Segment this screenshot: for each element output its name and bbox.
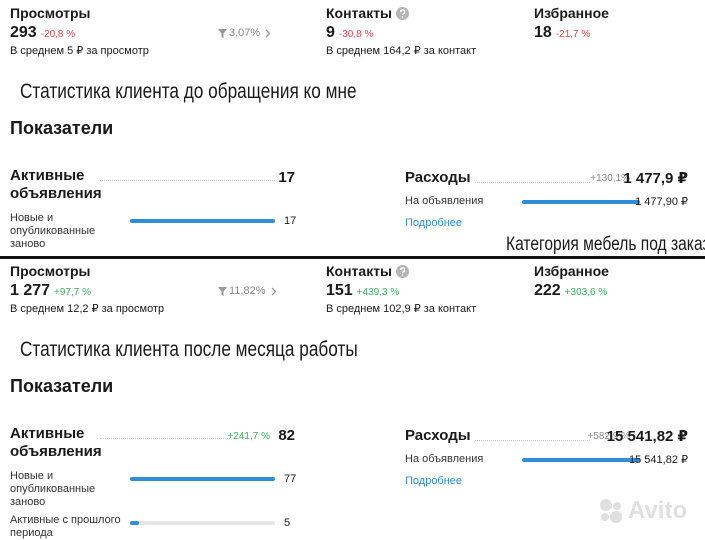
bar-value: 77 (284, 473, 297, 485)
bar (130, 521, 140, 525)
stat-change: +303,6 % (564, 287, 608, 298)
category-note: Категория мебель под заказ (506, 234, 705, 255)
caption: Статистика клиента после месяца работы (20, 338, 358, 361)
row-label: Новые и опубликованные заново (10, 212, 96, 250)
stat-note: В среднем 102,9 ₽ за контакт (326, 303, 477, 315)
details-link[interactable]: Подробнее (405, 217, 463, 229)
stat-change: +97,7 % (54, 287, 92, 298)
stat-value-row: 293 -20,8 % (10, 24, 75, 42)
stat-title: Контакты (326, 263, 410, 279)
caption: Статистика клиента до обращения ко мне (20, 80, 357, 103)
panel-title: Расходы (405, 169, 471, 186)
row-label: Активные с прошлого периода (10, 514, 121, 539)
bar-track (130, 521, 275, 525)
stat-title-text: Контакты (326, 5, 393, 21)
row-label: На объявления (405, 453, 484, 465)
filter-icon (218, 28, 227, 38)
panel-value: 17 (278, 169, 295, 186)
watermark: Avito (598, 497, 687, 525)
stat-value: 151 (326, 282, 353, 299)
bar-value: 5 (284, 517, 291, 529)
panel-value: 82 (278, 427, 295, 444)
filter-chip[interactable]: 3,07% (218, 27, 271, 39)
leader-dots (100, 438, 230, 439)
stat-title: Избранное (534, 263, 609, 279)
filter-chip[interactable]: 11,82% (218, 285, 277, 297)
filter-value: 3,07% (229, 27, 261, 39)
stat-change: -21,7 % (555, 29, 591, 40)
watermark-logo (600, 499, 622, 523)
stat-title-text: Избранное (534, 5, 609, 21)
panel-title: Расходы (405, 427, 471, 444)
stat-value-row: 151 +439,3 % (326, 282, 399, 300)
stat-value-row: 18 -21,7 % (534, 24, 590, 42)
bar (130, 477, 275, 481)
stat-value: 293 (10, 24, 37, 41)
stat-title-text: Просмотры (10, 263, 91, 279)
stat-title: Избранное (534, 5, 609, 21)
stat-value: 222 (534, 282, 561, 299)
watermark-text: Avito (628, 497, 688, 524)
stat-title-text: Просмотры (10, 5, 91, 21)
stat-change: +439,3 % (356, 287, 400, 298)
bar-value: 1 477,90 ₽ (635, 196, 688, 208)
stat-change: -20,8 % (40, 29, 76, 40)
row-label: Новые и опубликованные заново (10, 470, 96, 508)
stat-note: В среднем 5 ₽ за просмотр (10, 45, 149, 57)
panel-title: Активные объявления (10, 425, 102, 460)
bar (130, 219, 275, 223)
stat-value: 18 (534, 24, 552, 41)
leader-dots (100, 180, 275, 181)
stat-value-row: 9 -30,8 % (326, 24, 373, 42)
stat-title-text: Контакты (326, 263, 393, 279)
help-icon (396, 6, 410, 20)
bar (522, 200, 640, 204)
stat-value-row: 1 277 +97,7 % (10, 282, 91, 300)
stat-value: 1 277 (10, 282, 51, 299)
panel-value: 1 477,9 ₽ (623, 170, 688, 187)
stat-note: В среднем 164,2 ₽ за контакт (326, 45, 477, 57)
stat-value-row: 222 +303,6 % (534, 282, 607, 300)
panel-change: +241,7 % (227, 431, 270, 442)
chevron-icon (271, 287, 276, 295)
row-label: На объявления (405, 195, 484, 207)
chevron-icon (265, 29, 271, 37)
panel-change: +130,1% (590, 173, 630, 184)
panel-change: +582,9 % (587, 431, 630, 442)
filter-value: 11,82% (229, 285, 266, 297)
stat-title: Просмотры (10, 5, 91, 21)
bar (522, 458, 640, 462)
section-title: Показатели (10, 118, 114, 138)
details-link[interactable]: Подробнее (405, 475, 463, 487)
stat-title: Контакты (326, 5, 410, 21)
help-icon (396, 264, 410, 278)
panel-value: 15 541,82 ₽ (606, 428, 688, 445)
leader-dots (475, 440, 590, 441)
panel-title: Активные объявления (10, 167, 102, 202)
leader-dots (475, 182, 590, 183)
bar-value: 15 541,82 ₽ (629, 454, 688, 466)
bar-value: 17 (284, 215, 297, 227)
filter-icon (218, 286, 227, 296)
stat-change: -30,8 % (338, 29, 374, 40)
stat-title: Просмотры (10, 263, 91, 279)
stat-note: В среднем 12,2 ₽ за просмотр (10, 303, 165, 315)
section-title: Показатели (10, 376, 114, 396)
stat-value: 9 (326, 24, 335, 41)
stat-title-text: Избранное (534, 263, 609, 279)
divider (0, 256, 705, 259)
